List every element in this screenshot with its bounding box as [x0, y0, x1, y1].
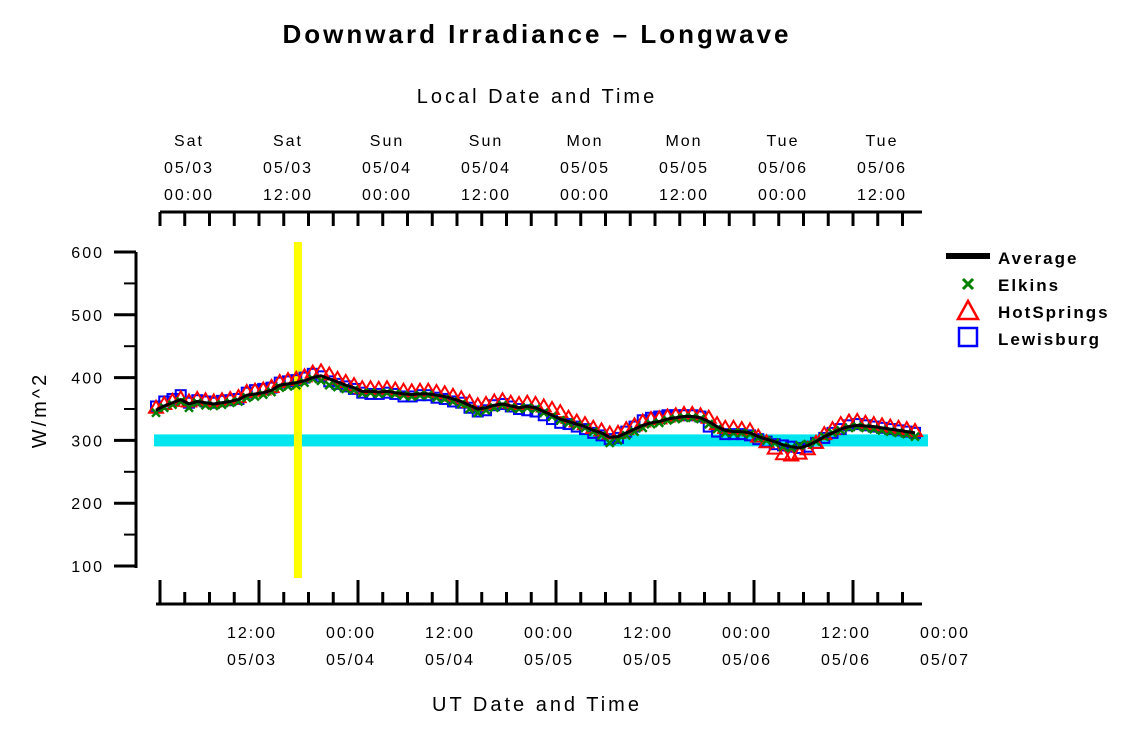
legend-square-marker: [957, 326, 979, 348]
bottom-tick-date: 05/06: [821, 652, 871, 669]
legend-x-marker: [961, 277, 975, 291]
bottom-tick-date: 05/03: [227, 652, 277, 669]
legend-label: HotSprings: [998, 303, 1110, 322]
bottom-tick-time: 00:00: [920, 625, 970, 642]
top-tick-time: 00:00: [164, 187, 214, 204]
data-point-elkins: [324, 380, 335, 391]
legend-item-lewisburg: Lewisburg: [957, 326, 1101, 349]
top-tick-date: 05/03: [263, 160, 313, 177]
top-tick-day: Sat: [273, 133, 303, 150]
legend-item-elkins: Elkins: [961, 276, 1060, 295]
top-tick-time: 12:00: [857, 187, 907, 204]
bottom-tick-date: 05/05: [524, 652, 574, 669]
legend-label: Average: [998, 249, 1078, 268]
y-tick-label: 400: [71, 371, 104, 388]
data-point-hotsprings: [774, 445, 792, 461]
top-tick-date: 05/04: [461, 160, 511, 177]
bottom-tick-time: 12:00: [425, 625, 475, 642]
top-tick-date: 05/03: [164, 160, 214, 177]
top-tick-day: Mon: [566, 133, 603, 150]
top-tick-date: 05/06: [857, 160, 907, 177]
data-point-hotsprings: [551, 403, 569, 419]
top-tick-date: 05/06: [758, 160, 808, 177]
legend-item-average: Average: [946, 249, 1078, 268]
top-tick-day: Sun: [370, 133, 404, 150]
bottom-tick-date: 05/06: [722, 652, 772, 669]
bottom-tick-date: 05/07: [920, 652, 970, 669]
top-tick-time: 12:00: [659, 187, 709, 204]
top-tick-time: 00:00: [758, 187, 808, 204]
bottom-tick-time: 12:00: [623, 625, 673, 642]
top-tick-time: 12:00: [461, 187, 511, 204]
reference-line-300: [154, 434, 928, 447]
top-tick-time: 00:00: [362, 187, 412, 204]
legend-item-hotsprings: HotSprings: [955, 298, 1110, 322]
y-tick-label: 500: [71, 308, 104, 325]
data-point-elkins: [604, 438, 615, 448]
bottom-tick-date: 05/04: [425, 652, 475, 669]
top-tick-date: 05/05: [560, 160, 610, 177]
top-tick-time: 00:00: [560, 187, 610, 204]
y-tick-label: 200: [71, 496, 104, 513]
data-point-hotsprings: [337, 373, 355, 388]
top-tick-day: Sat: [174, 133, 204, 150]
series-average-line: [155, 374, 916, 450]
data-point-elkins: [175, 396, 186, 407]
top-tick-day: Tue: [866, 133, 899, 150]
legend-triangle-marker: [955, 298, 981, 321]
y-axis-title: W/m^2: [29, 372, 51, 449]
y-tick-label: 100: [71, 559, 104, 576]
top-tick-day: Tue: [767, 133, 800, 150]
data-point-elkins: [184, 402, 194, 413]
bottom-tick-date: 05/05: [623, 652, 673, 669]
top-tick-day: Mon: [665, 133, 702, 150]
bottom-tick-time: 12:00: [227, 625, 277, 642]
top-tick-date: 05/05: [659, 160, 709, 177]
top-tick-date: 05/04: [362, 160, 412, 177]
top-tick-time: 12:00: [263, 187, 313, 204]
bottom-tick-time: 00:00: [722, 625, 772, 642]
bottom-tick-date: 05/04: [326, 652, 376, 669]
legend-label: Elkins: [998, 276, 1060, 295]
data-point-hotsprings: [460, 393, 479, 409]
data-point-hotsprings: [790, 444, 809, 460]
top-axis-title: Local Date and Time: [417, 86, 657, 108]
y-tick-label: 300: [71, 433, 104, 450]
data-point-hotsprings: [328, 369, 347, 385]
bottom-tick-time: 00:00: [524, 625, 574, 642]
bottom-axis-title: UT Date and Time: [432, 694, 642, 716]
current-time-marker: [293, 242, 302, 578]
y-tick-label: 600: [71, 245, 104, 262]
legend-label: Lewisburg: [998, 330, 1101, 349]
data-point-hotsprings: [766, 439, 784, 455]
chart-title: Downward Irradiance – Longwave: [283, 19, 792, 49]
bottom-tick-time: 12:00: [821, 625, 871, 642]
top-tick-day: Sun: [469, 133, 503, 150]
bottom-tick-time: 00:00: [326, 625, 376, 642]
